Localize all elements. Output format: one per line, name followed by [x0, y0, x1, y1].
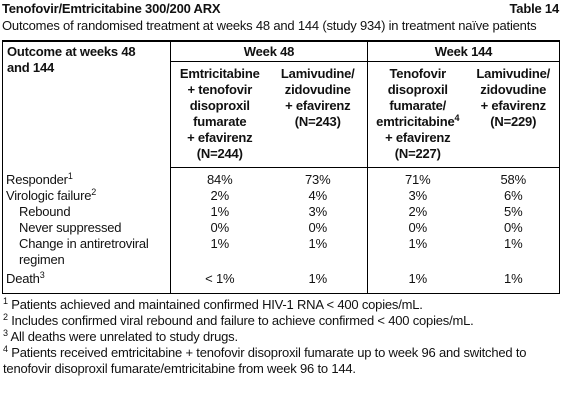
footnote-mark: 1: [3, 296, 8, 306]
footnote-ref: 1: [67, 170, 73, 181]
cell: 71%: [367, 167, 468, 188]
header-line: (N=227): [394, 146, 441, 161]
column-header: Tenofovir disoproxil fumarate/emtricitabin…: [367, 61, 468, 168]
title: Tenofovir/Emtricitabine 300/200 ARX: [2, 1, 221, 16]
footnote-mark: 3: [3, 328, 8, 338]
header-line: (N=243): [294, 114, 341, 129]
outcome-table: Outcome at weeks 48 and 144 Week 48 Week …: [2, 40, 560, 294]
cell: 1%: [308, 236, 328, 251]
cell: 6%: [504, 188, 523, 203]
cell: 84%: [170, 167, 269, 188]
header-line: fumarate/: [389, 98, 447, 113]
cell: 73%: [305, 172, 331, 187]
cell: 58%: [500, 172, 527, 187]
footnote-mark: 4: [3, 344, 8, 354]
corner-line: and 144: [7, 60, 55, 75]
header-text: emtricitabine: [376, 114, 455, 129]
row-label: Death3: [3, 268, 171, 294]
row-label-text: Change in antiretroviral regimen: [19, 236, 149, 267]
header-line: zidovudine: [480, 82, 547, 97]
header-line: + efavirenz: [385, 130, 451, 145]
corner-header: Outcome at weeks 48 and 144: [3, 41, 171, 168]
footnote: 1 Patients achieved and maintained confi…: [3, 297, 533, 313]
cell: 4%: [308, 188, 328, 203]
cell: 3%: [308, 204, 328, 219]
cell: 0%: [170, 220, 269, 236]
header-line: Lamivudine/: [476, 66, 551, 81]
cell: 2%: [170, 188, 269, 204]
header-line: fumarate: [193, 114, 247, 129]
footnotes: 1 Patients achieved and maintained confi…: [3, 297, 533, 377]
header-line: + efavirenz: [285, 98, 351, 113]
header-line: disoproxil: [387, 82, 448, 97]
cell: 1%: [504, 271, 523, 286]
header-line: disoproxil: [189, 98, 250, 113]
header-line: + efavirenz: [187, 130, 253, 145]
group-header: Week 48: [170, 41, 368, 62]
header-line: + tenofovir: [187, 82, 253, 97]
caption: Outcomes of randomised treatment at week…: [2, 18, 537, 33]
cell: 0%: [308, 220, 328, 235]
cell: 1%: [308, 271, 328, 286]
group-row: Outcome at weeks 48 and 144 Week 48 Week …: [3, 41, 560, 75]
header-line: (N=229): [490, 114, 537, 129]
footnote-ref: 2: [91, 187, 97, 197]
cell: < 1%: [170, 268, 269, 294]
footnote: 3 All deaths were unrelated to study dru…: [3, 329, 533, 345]
row-label-text: Responder: [6, 171, 68, 187]
row-label: Rebound: [3, 204, 171, 220]
cell: 1%: [170, 236, 269, 268]
cell: 1%: [170, 204, 269, 220]
cell: 5%: [504, 204, 523, 219]
footnote-ref: 3: [39, 270, 45, 280]
table-row: Responder1 84% 73% 71% 58%: [3, 167, 560, 189]
row-label: Change in antiretroviral regimen: [3, 236, 171, 268]
table-row: Change in antiretroviral regimen 1% 1% 1% 1%: [3, 236, 560, 268]
row-label-text: Virologic failure: [6, 188, 92, 203]
row-label: Responder1: [3, 168, 171, 189]
header-line: + efavirenz: [480, 98, 547, 113]
header-line: Tenofovir: [389, 66, 447, 81]
row-label: Never suppressed: [3, 220, 171, 236]
column-header: Lamivudine/zidovudine + efavirenz (N=243): [268, 61, 368, 168]
header: Tenofovir/Emtricitabine 300/200 ARX Tabl…: [2, 1, 559, 17]
row-label-text: Death: [6, 271, 40, 286]
footnote: 4 Patients received emtricitabine + teno…: [3, 345, 533, 377]
footnote-text: Patients received emtricitabine + tenofo…: [3, 345, 527, 376]
footnote-text: Includes confirmed viral rebound and fai…: [11, 313, 474, 328]
table-body: Responder1 84% 73% 71% 58% Virologic failure2…: [3, 167, 560, 294]
table-row: Virologic failure2 2% 4% 3% 6%: [3, 188, 560, 204]
corner-line: Outcome at weeks 48: [7, 44, 136, 59]
cell: 1%: [504, 236, 523, 251]
group-header: Week 144: [367, 41, 560, 62]
header-line: (N=244): [196, 146, 243, 161]
cell: 1%: [367, 236, 468, 268]
footnote-text: All deaths were unrelated to study drugs…: [10, 329, 239, 344]
table-label: Table 14: [509, 1, 560, 16]
cell: 0%: [367, 220, 468, 236]
column-header-row: Emtricitabine + tenofovir disoproxil fumara…: [3, 61, 560, 168]
row-label-text: Never suppressed: [19, 220, 122, 235]
column-header: Lamivudine/zidovudine + efavirenz (N=229): [467, 61, 560, 168]
header-line: emtricitabine4: [370, 114, 466, 130]
cell: 3%: [367, 188, 468, 204]
table-row: Rebound 1% 3% 2% 5%: [3, 204, 560, 220]
footnote-text: Patients achieved and maintained confirm…: [11, 297, 423, 312]
header-line: Lamivudine/: [280, 66, 355, 81]
cell: 2%: [367, 204, 468, 220]
cell: 0%: [504, 220, 523, 235]
column-header: Emtricitabine + tenofovir disoproxil fumara…: [170, 61, 269, 168]
table-row: Death3 < 1% 1% 1% 1%: [3, 268, 560, 294]
table-row: Never suppressed 0% 0% 0% 0%: [3, 220, 560, 236]
footnote-ref: 4: [454, 113, 460, 123]
row-label: Virologic failure2: [3, 188, 171, 204]
cell: 1%: [367, 268, 468, 294]
header-line: Emtricitabine: [179, 66, 260, 81]
row-label-text: Rebound: [19, 204, 71, 219]
footnote: 2 Includes confirmed viral rebound and f…: [3, 313, 533, 329]
footnote-mark: 2: [3, 312, 8, 322]
header-line: zidovudine: [284, 82, 351, 97]
